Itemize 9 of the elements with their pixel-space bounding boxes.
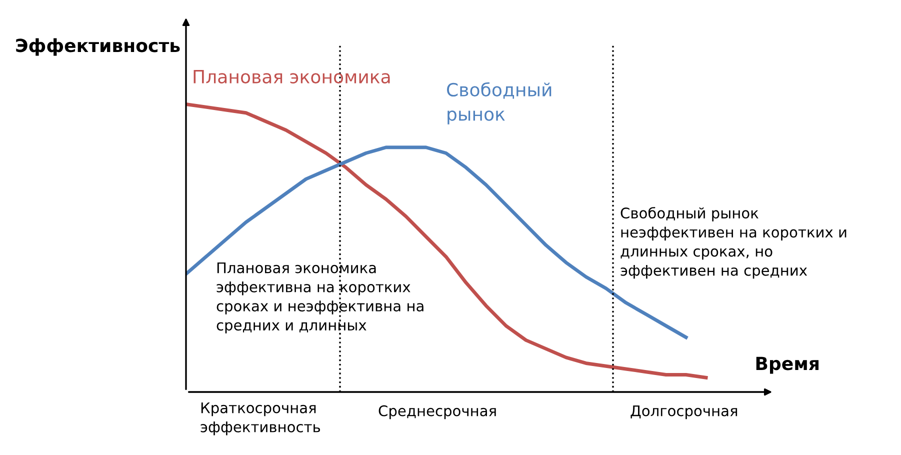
text: Краткосрочная эффективность bbox=[200, 402, 320, 436]
y-axis-title: Эффективность bbox=[16, 38, 180, 56]
annotation: Свободный рынок неэффективен на коротких и длинных сроках, но эффективен на средних bbox=[620, 207, 846, 279]
series-label: Свободный рынок bbox=[447, 82, 552, 124]
annotation: Плановая экономика эффективна на коротких сроках и неэффективна на средних и длинных bbox=[216, 262, 424, 334]
x-axis-title: Время bbox=[756, 356, 819, 374]
text: Среднесрочная bbox=[378, 405, 496, 420]
text: Долгосрочная bbox=[630, 405, 738, 420]
series-label: Плановая экономика bbox=[194, 70, 390, 84]
